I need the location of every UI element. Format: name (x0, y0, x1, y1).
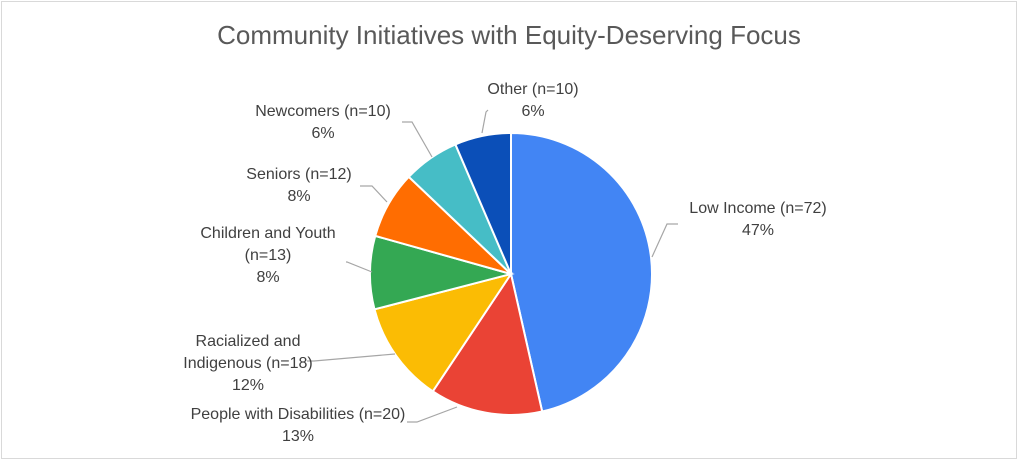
pie-slice (373, 272, 514, 393)
leader-line (346, 261, 373, 273)
leader-line (307, 353, 396, 362)
data-label: Racialized and Indigenous (n=18) 12% (183, 333, 312, 394)
data-label: People with Disabilities (n=20) 13% (191, 406, 406, 445)
pie-slice (454, 131, 512, 275)
data-label: Low Income (n=72) 47% (689, 200, 826, 239)
leader-line (651, 223, 678, 258)
pie-slice (431, 271, 544, 416)
leader-line (407, 406, 458, 423)
leader-line (402, 121, 433, 158)
data-label: Other (n=10) 6% (487, 81, 578, 120)
chart-title: Community Initiatives with Equity-Deserv… (217, 20, 801, 50)
data-label: Children and Youth (n=13) 8% (200, 225, 335, 286)
data-label: Seniors (n=12) 8% (246, 166, 351, 205)
data-label: Newcomers (n=10) 6% (255, 103, 391, 142)
leader-line (481, 109, 489, 134)
leader-line (360, 185, 388, 203)
pie-slice (510, 131, 653, 413)
